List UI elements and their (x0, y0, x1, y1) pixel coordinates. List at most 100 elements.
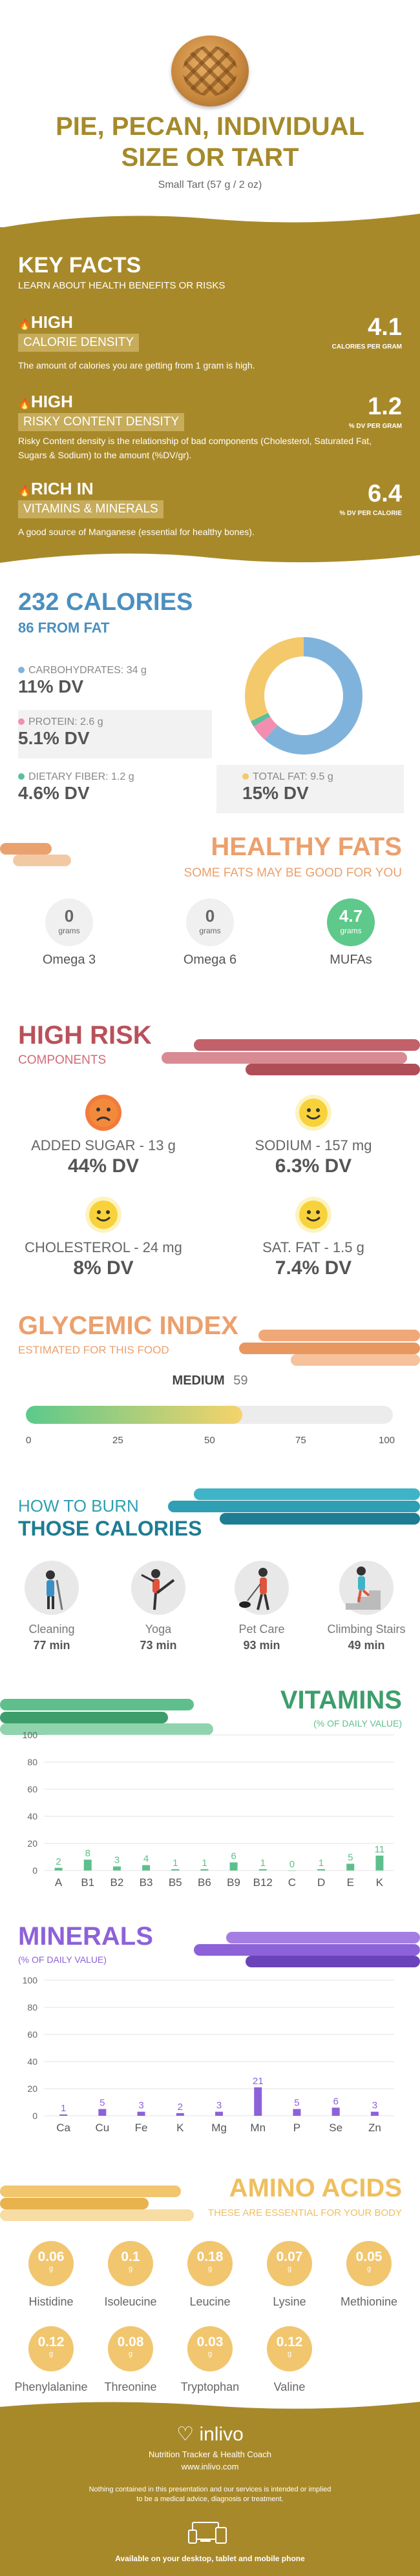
fat-unit: grams (199, 926, 221, 935)
bar-A (54, 1867, 63, 1871)
gi-level: MEDIUM (172, 1374, 225, 1388)
key-facts-heading: KEY FACTS (18, 253, 142, 278)
vit-deco-bar (0, 1712, 168, 1723)
y-tick-label: 0 (32, 2111, 37, 2121)
activity-name: Yoga (145, 1623, 172, 1636)
amino-value: 0.08 (117, 2335, 144, 2349)
amino-name: Histidine (28, 2295, 74, 2308)
amino-isoleucine: 0.1 g Isoleucine (82, 2241, 179, 2309)
bar-K (176, 2113, 184, 2116)
risk-dv-sodium: 6.3% DV (275, 1155, 352, 1177)
fact-description: Risky Content density is the relationshi… (18, 436, 372, 460)
footer-disclaimer-1: Nothing contained in this presentation a… (89, 2486, 331, 2493)
omega3-label: Omega 3 (42, 953, 96, 967)
omega6-label: Omega 6 (183, 953, 237, 967)
data-label-Ca: 1 (61, 2103, 66, 2114)
fat-unit: grams (340, 926, 362, 935)
data-label-B1: 8 (85, 1848, 90, 1859)
fact-calorie-density: 🔥HIGH CALORIE DENSITY The amount of calo… (18, 312, 402, 372)
key-facts-subheading: LEARN ABOUT HEALTH BENEFITS OR RISKS (18, 280, 226, 291)
y-tick-label: 80 (27, 1757, 37, 1767)
y-tick-label: 40 (27, 1811, 37, 1821)
kf-bottom-wave (0, 549, 420, 563)
fact-description: A good source of Manganese (essential fo… (18, 527, 255, 537)
min-deco-bar (194, 1944, 420, 1956)
nutrient-dv: 4.6% DV (18, 783, 90, 803)
footer-url[interactable]: www.inlivo.com (181, 2462, 239, 2471)
glycemic-heading: GLYCEMIC INDEX (18, 1312, 238, 1340)
data-label-P: 5 (294, 2098, 299, 2109)
gi-tick: 50 (204, 1435, 215, 1446)
nutrient-label: CARBOHYDRATES: 34 g (28, 665, 147, 676)
fat-value: 0 (205, 906, 215, 926)
fact-description: The amount of calories you are getting f… (18, 360, 255, 370)
high-risk-subheading: COMPONENTS (18, 1053, 107, 1067)
amino-value: 0.1 (121, 2249, 140, 2264)
y-tick-label: 0 (32, 1865, 37, 1876)
gi-tick: 75 (295, 1435, 306, 1446)
omega6-circle: 0 grams (186, 898, 234, 946)
bar-K (375, 1855, 384, 1871)
title-line-1: PIE, PECAN, INDIVIDUAL (56, 112, 364, 141)
bar-Cu (98, 2109, 107, 2116)
bar-Fe (137, 2111, 145, 2116)
fats-deco-bar (13, 855, 71, 866)
fact-risky-content: 🔥HIGH RISKY CONTENT DENSITY Risky Conten… (18, 392, 402, 462)
x-tick-label-B5: B5 (169, 1876, 182, 1889)
stairs-figure-icon (339, 1561, 394, 1615)
gi-track (26, 1406, 393, 1424)
fat-dot-icon (242, 773, 249, 780)
y-tick-label: 80 (27, 2002, 37, 2013)
activity-minutes: 49 min (348, 1639, 385, 1652)
bar-B9 (229, 1862, 238, 1871)
data-label-D: 1 (319, 1858, 324, 1869)
bar-D (317, 1869, 326, 1871)
key-facts-section: KEY FACTS LEARN ABOUT HEALTH BENEFITS OR… (0, 227, 420, 550)
amino-subheading: THESE ARE ESSENTIAL FOR YOUR BODY (207, 2207, 402, 2218)
nutrient-total-fat: TOTAL FAT: 9.5 g 15% DV (216, 765, 404, 813)
fats-deco-bar (0, 843, 52, 855)
happy-face-icon (295, 1196, 332, 1233)
amino-histidine: 0.06 g Histidine (3, 2241, 100, 2309)
risk-dv-sugar: 44% DV (67, 1155, 140, 1177)
x-tick-label-D: D (317, 1876, 325, 1889)
y-tick-label: 40 (27, 2056, 37, 2067)
minerals-subheading: (% OF DAILY VALUE) (18, 1954, 107, 1965)
pecan-tart-image (171, 35, 249, 106)
activity-minutes: 73 min (140, 1639, 177, 1652)
bar-Se (331, 2107, 340, 2116)
risk-deco-bar (194, 1039, 420, 1051)
header-section: PIE, PECAN, INDIVIDUAL SIZE OR TART Smal… (0, 0, 420, 194)
y-tick-label: 60 (27, 1784, 37, 1794)
amino-value: 0.18 (196, 2249, 224, 2264)
calories-from-fat: 86 FROM FAT (18, 620, 110, 636)
amino-circle: 0.1 g (108, 2241, 153, 2286)
footer: ♡ inlivo Nutrition Tracker & Health Coac… (0, 2414, 420, 2576)
fat-value: 4.7 (339, 906, 363, 926)
activity-minutes: 77 min (33, 1639, 70, 1652)
nutrient-carbohydrates: CARBOHYDRATES: 34 g 11% DV (18, 658, 212, 697)
amino-circle: 0.07 g (267, 2241, 312, 2286)
amino-deco-bar (0, 2209, 194, 2221)
healthy-fats-subheading: SOME FATS MAY BE GOOD FOR YOU (184, 866, 402, 880)
bar-P (293, 2109, 301, 2116)
footer-available: Available on your desktop, tablet and mo… (115, 2554, 305, 2563)
x-tick-label-Mn: Mn (250, 2122, 266, 2134)
fire-icon: 🔥 (18, 486, 31, 497)
data-label-B5: 1 (173, 1858, 178, 1869)
amino-name: Tryptophan (180, 2380, 240, 2393)
amino-unit: g (207, 2350, 213, 2358)
x-tick-label-Zn: Zn (368, 2122, 381, 2134)
risk-label-cholesterol: CHOLESTEROL - 24 mg (25, 1239, 182, 1255)
amino-unit: g (48, 2265, 54, 2273)
yoga-figure-icon (131, 1561, 185, 1615)
activity-yoga: Yoga 73 min (116, 1561, 200, 1652)
gi-tick: 0 (26, 1435, 32, 1446)
x-tick-label-B3: B3 (140, 1876, 153, 1889)
sad-face-icon (85, 1094, 122, 1131)
risk-label-sodium: SODIUM - 157 mg (255, 1137, 372, 1153)
healthy-fats-heading: HEALTHY FATS (211, 833, 402, 861)
nutrient-fiber: DIETARY FIBER: 1.2 g 4.6% DV (18, 765, 212, 804)
high-risk-heading: HIGH RISK (18, 1021, 152, 1050)
